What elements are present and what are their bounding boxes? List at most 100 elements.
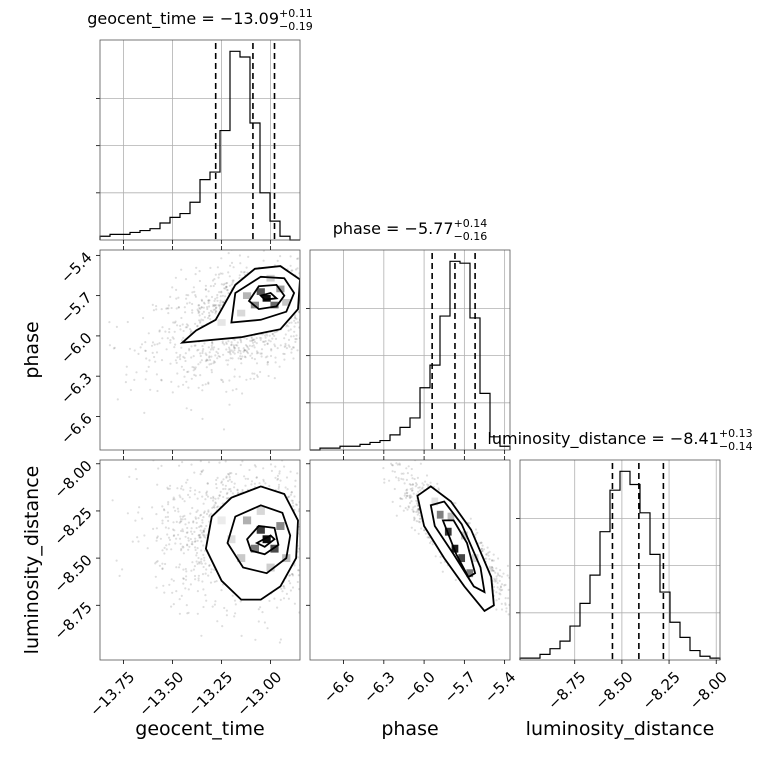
scatter-point	[274, 476, 277, 479]
scatter-point	[396, 463, 399, 466]
scatter-point	[211, 311, 214, 314]
scatter-point	[255, 350, 259, 353]
title-prefix: luminosity_distance =	[487, 429, 669, 449]
scatter-point	[196, 308, 199, 311]
scatter-point	[306, 299, 308, 301]
scatter-point	[222, 428, 226, 431]
scatter-point	[253, 358, 256, 361]
scatter-point	[266, 360, 270, 364]
scatter-point	[304, 261, 306, 263]
scatter-point	[371, 548, 373, 550]
scatter-point	[296, 349, 299, 352]
scatter-point	[305, 290, 307, 292]
scatter-point	[314, 565, 316, 567]
scatter-point	[311, 545, 313, 547]
scatter-point	[166, 307, 169, 310]
scatter-point	[232, 344, 235, 347]
scatter-point	[206, 482, 209, 485]
scatter-point	[242, 347, 245, 350]
scatter-point	[214, 282, 217, 285]
scatter-point	[182, 383, 185, 386]
scatter-point	[302, 549, 304, 551]
scatter-point	[193, 540, 196, 543]
scatter-point	[332, 547, 334, 549]
scatter-point	[225, 359, 228, 362]
scatter-point	[262, 259, 265, 262]
x-tick-label: −6.6	[320, 668, 358, 706]
scatter-point	[174, 320, 177, 323]
title-prefix: phase =	[333, 219, 405, 238]
scatter-point	[177, 306, 180, 309]
scatter-point	[415, 520, 418, 523]
scatter-point	[200, 549, 203, 552]
scatter-point	[338, 338, 340, 340]
scatter-point	[310, 579, 312, 581]
scatter-point	[255, 342, 258, 345]
scatter-point	[204, 288, 207, 291]
scatter-point	[312, 534, 314, 536]
scatter-point	[319, 288, 321, 290]
scatter-point	[118, 574, 121, 578]
contour-level-2	[246, 525, 280, 556]
scatter-point	[313, 557, 315, 559]
scatter-point	[330, 313, 332, 315]
scatter-point	[417, 507, 420, 511]
scatter-point	[192, 568, 195, 571]
scatter-point	[161, 337, 164, 340]
scatter-point	[304, 316, 306, 318]
scatter-point	[168, 543, 171, 546]
scatter-point	[441, 570, 444, 573]
scatter-point	[320, 275, 322, 277]
scatter-point	[203, 549, 207, 552]
scatter-point	[423, 529, 426, 532]
scatter-point	[411, 483, 414, 486]
scatter-point	[203, 559, 206, 562]
scatter-point	[304, 258, 306, 260]
scatter-point	[164, 516, 167, 519]
scatter-point	[203, 511, 206, 514]
scatter-point	[185, 407, 188, 410]
scatter-point	[173, 330, 176, 333]
scatter-point	[261, 333, 264, 336]
scatter-point	[287, 597, 290, 600]
scatter-point	[553, 653, 555, 655]
scatter-point	[322, 315, 324, 317]
scatter-point	[312, 275, 314, 277]
scatter-point	[183, 356, 186, 359]
scatter-point	[298, 588, 300, 591]
scatter-point	[233, 615, 236, 618]
x-tick-label: −5.4	[481, 668, 519, 706]
scatter-point	[300, 316, 302, 318]
scatter-point	[133, 378, 136, 381]
scatter-point	[264, 340, 267, 343]
scatter-point	[190, 542, 193, 546]
scatter-point	[388, 479, 391, 482]
panel-frame	[99, 249, 301, 451]
scatter-point	[303, 322, 305, 324]
scatter-point	[273, 334, 276, 337]
scatter-point	[160, 308, 163, 311]
scatter-point	[221, 272, 224, 275]
scatter-point	[298, 611, 300, 614]
scatter-point	[202, 306, 205, 309]
scatter-point	[182, 568, 185, 571]
x-axis-label-phase: phase	[381, 718, 438, 740]
scatter-point	[193, 565, 196, 568]
scatter-point	[330, 519, 332, 521]
scatter-point	[215, 478, 218, 482]
scatter-point	[200, 470, 203, 474]
scatter-point	[225, 348, 228, 351]
scatter-point	[270, 348, 273, 351]
scatter-point	[137, 352, 140, 355]
scatter-point	[229, 353, 232, 356]
scatter-point	[319, 316, 321, 318]
scatter-point	[228, 275, 231, 278]
scatter-point	[194, 295, 197, 298]
scatter-point	[222, 495, 225, 499]
scatter-point	[250, 339, 254, 342]
scatter-point	[211, 279, 215, 282]
scatter-point	[427, 536, 430, 539]
scatter-point	[328, 277, 330, 279]
scatter-point	[307, 560, 309, 562]
scatter-point	[276, 347, 279, 350]
